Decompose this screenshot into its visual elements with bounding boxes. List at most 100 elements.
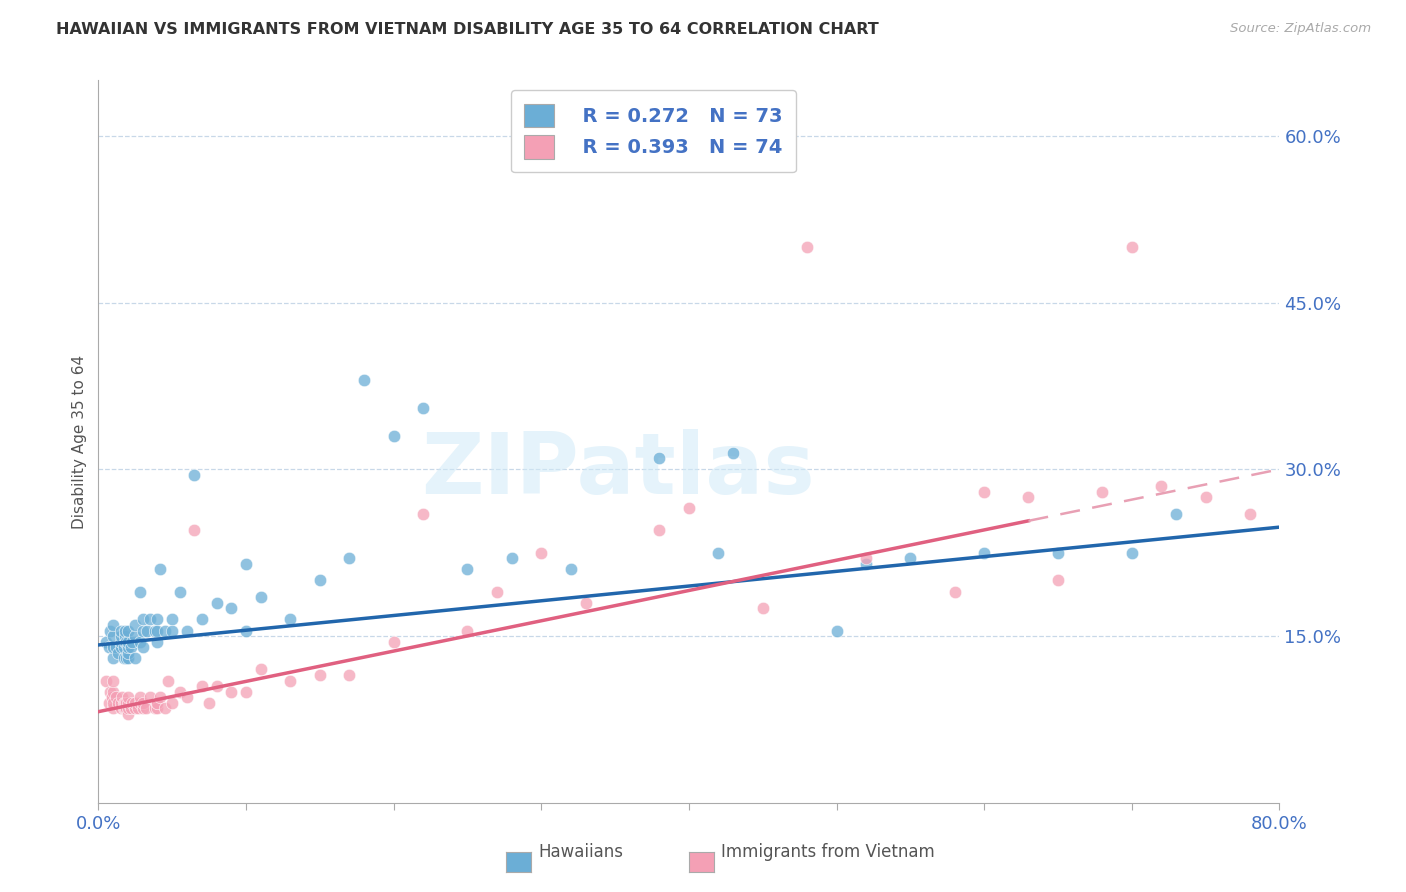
Point <box>575 596 598 610</box>
Point <box>110 624 132 638</box>
Point <box>501 551 523 566</box>
Point <box>169 584 191 599</box>
Point <box>153 624 176 638</box>
Point <box>457 562 479 576</box>
Point <box>943 584 966 599</box>
Y-axis label: Disability Age 35 to 64: Disability Age 35 to 64 <box>72 354 87 529</box>
Point <box>107 646 129 660</box>
Point <box>146 696 169 710</box>
Point <box>457 624 479 638</box>
Point <box>205 679 228 693</box>
Point <box>560 562 582 576</box>
Point <box>707 546 730 560</box>
Point <box>1166 507 1188 521</box>
Point <box>117 646 139 660</box>
Text: Immigrants from Vietnam: Immigrants from Vietnam <box>721 843 935 861</box>
Point <box>339 551 361 566</box>
Point <box>183 467 205 482</box>
Point <box>250 662 273 676</box>
Point <box>723 445 745 459</box>
Point <box>825 624 848 638</box>
Text: ZIPatlas: ZIPatlas <box>422 429 815 512</box>
Point <box>110 629 132 643</box>
Point <box>103 618 125 632</box>
Point <box>117 651 139 665</box>
Point <box>382 429 405 443</box>
Point <box>205 596 228 610</box>
Point <box>146 696 169 710</box>
Point <box>112 701 135 715</box>
Point <box>162 612 183 626</box>
Text: Hawaiians: Hawaiians <box>538 843 623 861</box>
Point <box>169 684 191 698</box>
Point <box>132 701 155 715</box>
Point <box>128 690 150 705</box>
Point <box>128 634 150 648</box>
Point <box>100 690 122 705</box>
Point <box>97 696 120 710</box>
Point <box>98 624 121 638</box>
Point <box>110 634 132 648</box>
Point <box>105 690 128 705</box>
Point <box>146 624 169 638</box>
Point <box>117 701 139 715</box>
Point <box>121 696 143 710</box>
Point <box>176 624 198 638</box>
Point <box>114 624 136 638</box>
Point <box>110 640 132 655</box>
Point <box>153 701 176 715</box>
Point <box>124 701 146 715</box>
Point <box>115 701 138 715</box>
Point <box>648 524 671 538</box>
Point <box>530 546 553 560</box>
Point <box>120 640 142 655</box>
Point <box>117 696 139 710</box>
Point <box>1091 484 1114 499</box>
Point <box>114 701 136 715</box>
Point <box>235 684 257 698</box>
Point <box>855 551 877 566</box>
Point <box>221 684 243 698</box>
Point <box>339 668 361 682</box>
Point <box>103 701 125 715</box>
Point <box>135 701 157 715</box>
Point <box>648 451 671 466</box>
Point <box>111 690 134 705</box>
Point <box>1018 490 1040 504</box>
Point <box>280 612 302 626</box>
Point <box>162 624 183 638</box>
Point <box>97 640 120 655</box>
Point <box>382 634 405 648</box>
Point <box>139 612 162 626</box>
Point <box>156 673 179 688</box>
Point <box>1195 490 1218 504</box>
Point <box>103 629 125 643</box>
Point <box>900 551 922 566</box>
Point <box>110 701 132 715</box>
Point <box>486 584 509 599</box>
Text: Source: ZipAtlas.com: Source: ZipAtlas.com <box>1230 22 1371 36</box>
Point <box>143 624 166 638</box>
Point <box>412 401 434 416</box>
Point <box>132 696 155 710</box>
Point <box>117 634 139 648</box>
Point <box>117 706 139 721</box>
Point <box>973 484 995 499</box>
Point <box>132 640 155 655</box>
Point <box>1239 507 1261 521</box>
Point <box>353 373 375 387</box>
Point <box>117 624 139 638</box>
Point <box>114 629 136 643</box>
Point <box>94 634 117 648</box>
Point <box>112 696 135 710</box>
Point <box>973 546 995 560</box>
Point <box>103 640 125 655</box>
Point <box>98 684 121 698</box>
Point <box>114 634 136 648</box>
Point <box>94 673 117 688</box>
Point <box>1046 574 1070 588</box>
Point <box>183 524 205 538</box>
Point <box>796 240 818 254</box>
Point <box>132 624 155 638</box>
Point <box>105 640 128 655</box>
